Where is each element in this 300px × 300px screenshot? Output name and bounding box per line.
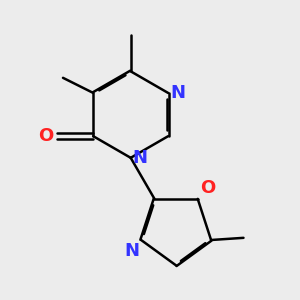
Text: N: N: [124, 242, 139, 260]
Text: N: N: [170, 84, 185, 102]
Text: O: O: [38, 127, 53, 145]
Text: O: O: [200, 179, 215, 197]
Text: N: N: [133, 149, 148, 167]
